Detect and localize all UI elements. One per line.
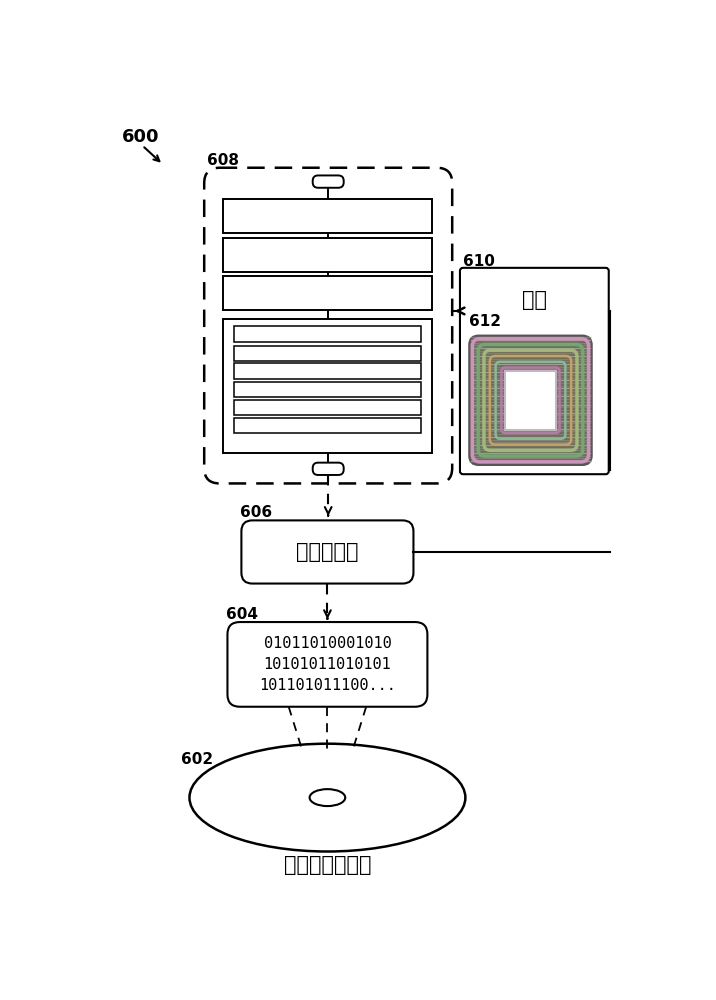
Text: 计算机指令: 计算机指令 <box>296 542 359 562</box>
FancyBboxPatch shape <box>313 175 344 188</box>
Bar <box>223 276 432 310</box>
Ellipse shape <box>190 744 465 852</box>
Text: 10101011010101: 10101011010101 <box>263 657 392 672</box>
Bar <box>233 418 421 433</box>
FancyBboxPatch shape <box>228 622 427 707</box>
Text: 602: 602 <box>181 752 213 767</box>
Text: 计算机可读介质: 计算机可读介质 <box>284 855 371 875</box>
Text: 608: 608 <box>208 153 239 168</box>
Text: 器件: 器件 <box>522 290 547 310</box>
Text: 600: 600 <box>122 128 160 146</box>
Text: 604: 604 <box>226 607 258 622</box>
FancyBboxPatch shape <box>469 336 591 465</box>
Bar <box>233 326 421 342</box>
FancyBboxPatch shape <box>204 168 453 483</box>
Text: 101101011100...: 101101011100... <box>259 678 396 693</box>
Bar <box>223 199 432 233</box>
Bar <box>223 238 432 272</box>
FancyBboxPatch shape <box>241 520 413 584</box>
FancyBboxPatch shape <box>313 463 344 475</box>
Bar <box>505 371 556 430</box>
Bar <box>233 363 421 379</box>
Bar <box>233 382 421 397</box>
Text: 610: 610 <box>463 254 495 269</box>
Bar <box>233 346 421 361</box>
Text: 612: 612 <box>469 314 501 329</box>
Bar <box>233 400 421 415</box>
Bar <box>223 319 432 453</box>
FancyBboxPatch shape <box>460 268 609 474</box>
Text: 606: 606 <box>240 505 272 520</box>
Text: 01011010001010: 01011010001010 <box>263 636 392 651</box>
Ellipse shape <box>309 789 345 806</box>
